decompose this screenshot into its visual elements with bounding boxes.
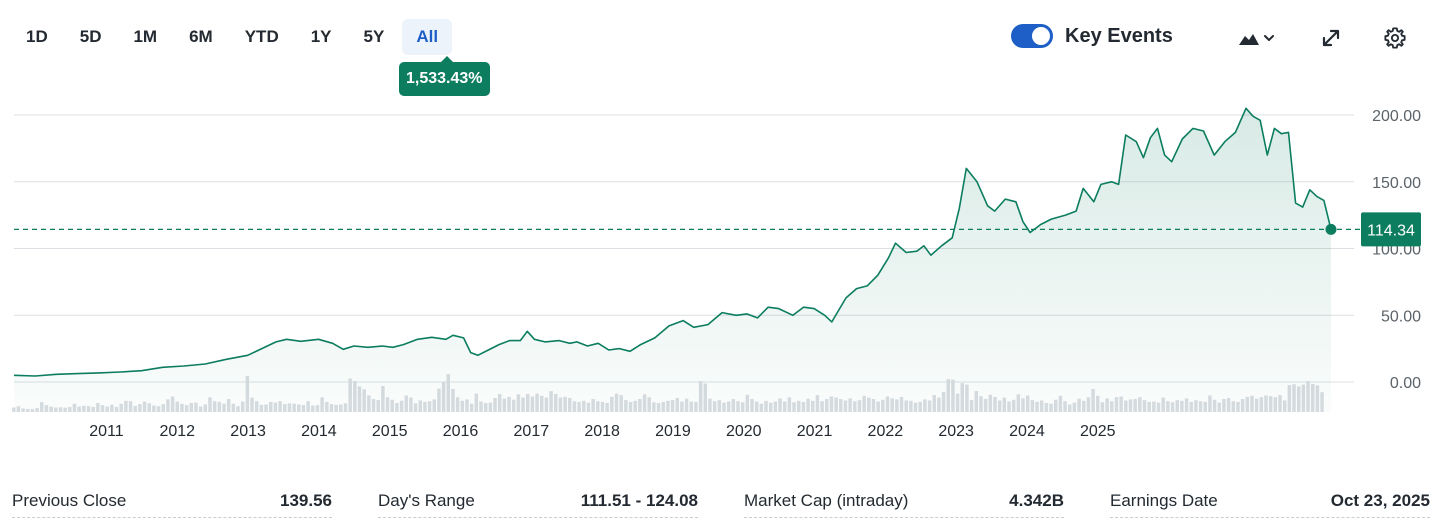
x-tick-label: 2021	[797, 423, 833, 440]
return-badge: 1,533.43%	[399, 56, 490, 96]
x-tick-label: 2023	[938, 423, 974, 440]
gear-icon	[1384, 27, 1406, 49]
expand-icon	[1322, 29, 1340, 47]
x-tick-label: 2014	[301, 423, 337, 440]
range-5d-button[interactable]: 5D	[79, 27, 102, 46]
range-1m-button[interactable]: 1M	[133, 27, 158, 46]
mountain-chart-icon	[1239, 34, 1274, 45]
chevron-down-icon	[1264, 35, 1274, 41]
current-price-tag: 114.34	[1361, 212, 1421, 247]
key-events-label: Key Events	[1065, 24, 1173, 47]
stat-label: Market Cap (intraday)	[744, 490, 909, 510]
stat-previous-close: Previous Close 139.56	[12, 484, 332, 518]
x-tick-label: 2018	[584, 423, 620, 440]
stat-value: Oct 23, 2025	[1330, 490, 1430, 510]
y-tick-label: 200.00	[1372, 108, 1421, 125]
current-price-label: 114.34	[1367, 222, 1415, 239]
range-all-button[interactable]: All	[402, 19, 453, 55]
toggle-knob	[1032, 27, 1050, 45]
stat-label: Earnings Date	[1110, 490, 1218, 510]
stat-label: Previous Close	[12, 490, 127, 510]
current-price-marker[interactable]	[1325, 223, 1337, 235]
x-tick-label: 2017	[514, 423, 550, 440]
range-selector: 1D 5D 1M 6M YTD 1Y 5Y All	[12, 18, 456, 56]
range-5y-button[interactable]: 5Y	[363, 27, 385, 46]
y-tick-label: 150.00	[1372, 175, 1421, 192]
x-tick-label: 2011	[89, 423, 124, 440]
stat-value: 4.342B	[1009, 490, 1064, 510]
range-ytd-button[interactable]: YTD	[244, 27, 279, 46]
x-tick-label: 2025	[1080, 423, 1116, 440]
fullscreen-button[interactable]	[1316, 22, 1346, 54]
stat-label: Day's Range	[378, 490, 475, 510]
stat-market-cap: Market Cap (intraday) 4.342B	[744, 484, 1064, 518]
x-tick-label: 2016	[443, 423, 479, 440]
y-tick-label: 50.00	[1381, 308, 1421, 325]
x-tick-label: 2020	[726, 423, 762, 440]
key-events-toggle[interactable]	[1011, 24, 1053, 48]
settings-button[interactable]	[1380, 22, 1410, 54]
stat-value: 111.51 - 124.08	[580, 490, 698, 510]
x-tick-label: 2012	[159, 423, 195, 440]
price-area	[14, 108, 1331, 413]
range-1d-button[interactable]: 1D	[26, 27, 48, 46]
range-1y-button[interactable]: 1Y	[310, 27, 332, 46]
price-line	[13, 107, 1332, 377]
range-6m-button[interactable]: 6M	[189, 27, 213, 46]
stat-days-range: Day's Range 111.51 - 124.08	[378, 484, 698, 518]
x-tick-label: 2015	[372, 423, 408, 440]
x-tick-label: 2013	[230, 423, 266, 440]
quote-stats: Previous Close 139.56 Day's Range 111.51…	[12, 484, 1432, 518]
x-tick-label: 2019	[655, 423, 691, 440]
chart-type-button[interactable]	[1230, 22, 1280, 54]
y-tick-label: 0.00	[1390, 375, 1421, 392]
stat-value: 139.56	[280, 490, 332, 510]
stat-earnings-date: Earnings Date Oct 23, 2025	[1110, 484, 1430, 518]
x-tick-label: 2022	[868, 423, 904, 440]
volume-bar	[12, 407, 16, 412]
x-tick-label: 2024	[1009, 423, 1045, 440]
key-events-control: Key Events	[1011, 24, 1173, 48]
